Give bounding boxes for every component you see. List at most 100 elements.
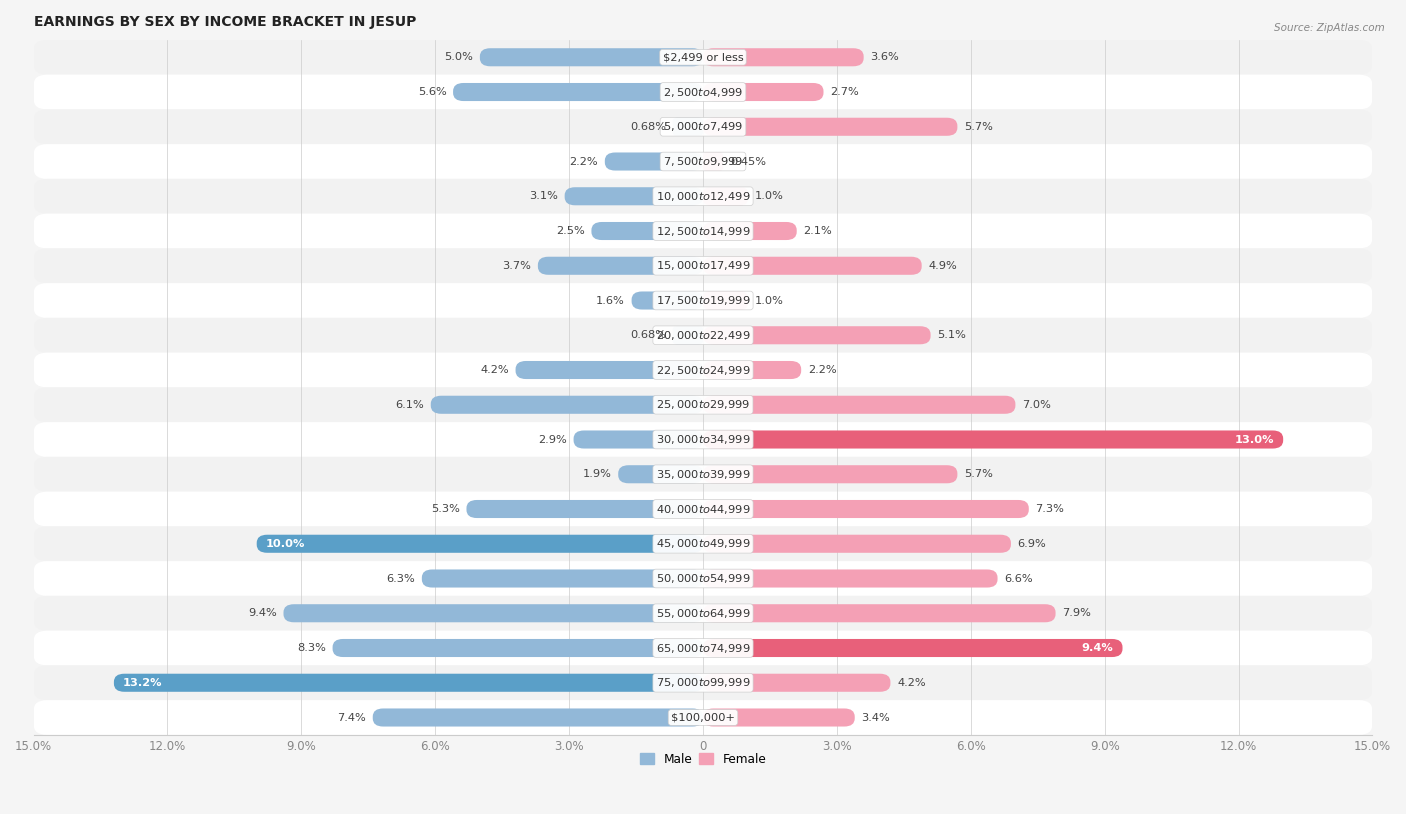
FancyBboxPatch shape (672, 118, 703, 136)
Text: 5.7%: 5.7% (965, 469, 993, 479)
FancyBboxPatch shape (479, 48, 703, 66)
Text: 5.3%: 5.3% (430, 504, 460, 514)
FancyBboxPatch shape (703, 152, 723, 171)
Text: $22,500 to $24,999: $22,500 to $24,999 (655, 364, 751, 377)
FancyBboxPatch shape (284, 604, 703, 622)
FancyBboxPatch shape (34, 387, 1372, 422)
Text: $12,500 to $14,999: $12,500 to $14,999 (655, 225, 751, 238)
Text: 9.4%: 9.4% (1081, 643, 1114, 653)
Text: 2.7%: 2.7% (830, 87, 859, 97)
Text: $75,000 to $99,999: $75,000 to $99,999 (655, 676, 751, 689)
Text: 0.68%: 0.68% (630, 330, 666, 340)
FancyBboxPatch shape (516, 361, 703, 379)
Text: 2.9%: 2.9% (538, 435, 567, 444)
Text: 8.3%: 8.3% (297, 643, 326, 653)
FancyBboxPatch shape (430, 396, 703, 414)
Text: EARNINGS BY SEX BY INCOME BRACKET IN JESUP: EARNINGS BY SEX BY INCOME BRACKET IN JES… (34, 15, 416, 29)
FancyBboxPatch shape (672, 326, 703, 344)
Text: $10,000 to $12,499: $10,000 to $12,499 (655, 190, 751, 203)
FancyBboxPatch shape (34, 40, 1372, 75)
FancyBboxPatch shape (703, 83, 824, 101)
Text: 6.9%: 6.9% (1018, 539, 1046, 549)
FancyBboxPatch shape (257, 535, 703, 553)
FancyBboxPatch shape (592, 222, 703, 240)
FancyBboxPatch shape (34, 248, 1372, 283)
FancyBboxPatch shape (114, 674, 703, 692)
Text: 3.7%: 3.7% (502, 260, 531, 271)
Text: $40,000 to $44,999: $40,000 to $44,999 (655, 502, 751, 515)
Text: $50,000 to $54,999: $50,000 to $54,999 (655, 572, 751, 585)
FancyBboxPatch shape (703, 431, 1284, 449)
FancyBboxPatch shape (703, 674, 890, 692)
Text: $25,000 to $29,999: $25,000 to $29,999 (655, 398, 751, 411)
FancyBboxPatch shape (34, 561, 1372, 596)
Text: 7.3%: 7.3% (1035, 504, 1064, 514)
FancyBboxPatch shape (631, 291, 703, 309)
Text: 5.0%: 5.0% (444, 52, 474, 62)
Text: 5.1%: 5.1% (938, 330, 966, 340)
FancyBboxPatch shape (703, 604, 1056, 622)
FancyBboxPatch shape (574, 431, 703, 449)
Text: 1.0%: 1.0% (755, 295, 783, 305)
Text: 0.45%: 0.45% (730, 156, 766, 167)
Text: $15,000 to $17,499: $15,000 to $17,499 (655, 260, 751, 272)
Text: $30,000 to $34,999: $30,000 to $34,999 (655, 433, 751, 446)
FancyBboxPatch shape (34, 179, 1372, 213)
Text: 13.2%: 13.2% (122, 678, 162, 688)
Text: $65,000 to $74,999: $65,000 to $74,999 (655, 641, 751, 654)
FancyBboxPatch shape (538, 256, 703, 275)
Text: $20,000 to $22,499: $20,000 to $22,499 (655, 329, 751, 342)
Text: $35,000 to $39,999: $35,000 to $39,999 (655, 468, 751, 481)
Text: $55,000 to $64,999: $55,000 to $64,999 (655, 606, 751, 619)
Text: 4.2%: 4.2% (481, 365, 509, 375)
FancyBboxPatch shape (703, 500, 1029, 518)
FancyBboxPatch shape (34, 457, 1372, 492)
Text: $5,000 to $7,499: $5,000 to $7,499 (664, 120, 742, 133)
FancyBboxPatch shape (703, 361, 801, 379)
Text: 6.3%: 6.3% (387, 574, 415, 584)
Text: 10.0%: 10.0% (266, 539, 305, 549)
Text: 7.9%: 7.9% (1063, 608, 1091, 619)
Text: 4.9%: 4.9% (928, 260, 957, 271)
Text: 2.2%: 2.2% (569, 156, 598, 167)
Text: Source: ZipAtlas.com: Source: ZipAtlas.com (1274, 23, 1385, 33)
FancyBboxPatch shape (34, 700, 1372, 735)
Text: 3.6%: 3.6% (870, 52, 898, 62)
Text: 3.1%: 3.1% (529, 191, 558, 201)
Text: 6.1%: 6.1% (395, 400, 425, 409)
Text: $100,000+: $100,000+ (671, 712, 735, 723)
FancyBboxPatch shape (703, 570, 997, 588)
Text: 4.2%: 4.2% (897, 678, 925, 688)
Text: $2,499 or less: $2,499 or less (662, 52, 744, 62)
Text: 2.1%: 2.1% (803, 226, 832, 236)
Text: 2.5%: 2.5% (555, 226, 585, 236)
Text: $17,500 to $19,999: $17,500 to $19,999 (655, 294, 751, 307)
FancyBboxPatch shape (34, 492, 1372, 527)
Text: $45,000 to $49,999: $45,000 to $49,999 (655, 537, 751, 550)
FancyBboxPatch shape (422, 570, 703, 588)
FancyBboxPatch shape (703, 466, 957, 484)
Text: 1.9%: 1.9% (582, 469, 612, 479)
Text: $2,500 to $4,999: $2,500 to $4,999 (664, 85, 742, 98)
FancyBboxPatch shape (333, 639, 703, 657)
FancyBboxPatch shape (703, 222, 797, 240)
FancyBboxPatch shape (619, 466, 703, 484)
FancyBboxPatch shape (703, 708, 855, 727)
FancyBboxPatch shape (34, 213, 1372, 248)
FancyBboxPatch shape (453, 83, 703, 101)
FancyBboxPatch shape (34, 665, 1372, 700)
FancyBboxPatch shape (703, 396, 1015, 414)
FancyBboxPatch shape (34, 75, 1372, 109)
Text: 13.0%: 13.0% (1234, 435, 1274, 444)
FancyBboxPatch shape (34, 283, 1372, 318)
FancyBboxPatch shape (703, 326, 931, 344)
FancyBboxPatch shape (34, 631, 1372, 665)
Text: 5.6%: 5.6% (418, 87, 446, 97)
FancyBboxPatch shape (34, 352, 1372, 387)
FancyBboxPatch shape (565, 187, 703, 205)
FancyBboxPatch shape (703, 291, 748, 309)
FancyBboxPatch shape (703, 256, 922, 275)
FancyBboxPatch shape (703, 48, 863, 66)
Text: 2.2%: 2.2% (808, 365, 837, 375)
FancyBboxPatch shape (703, 118, 957, 136)
